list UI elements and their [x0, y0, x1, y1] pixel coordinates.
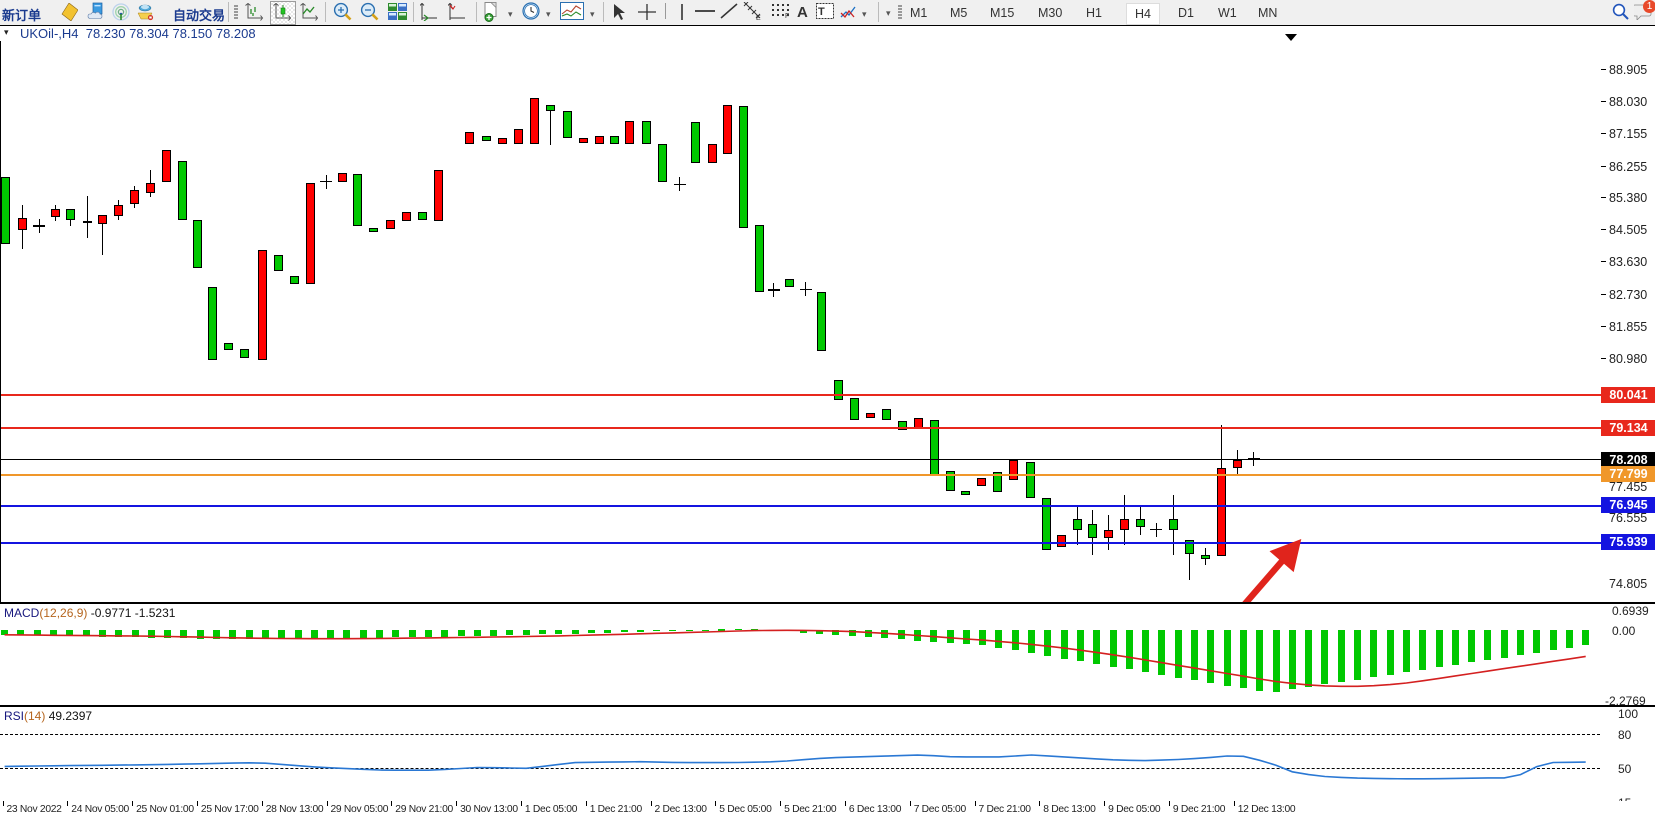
svg-text:F: F: [785, 13, 789, 18]
svg-text:T: T: [818, 6, 825, 18]
svg-text:E: E: [756, 15, 761, 20]
